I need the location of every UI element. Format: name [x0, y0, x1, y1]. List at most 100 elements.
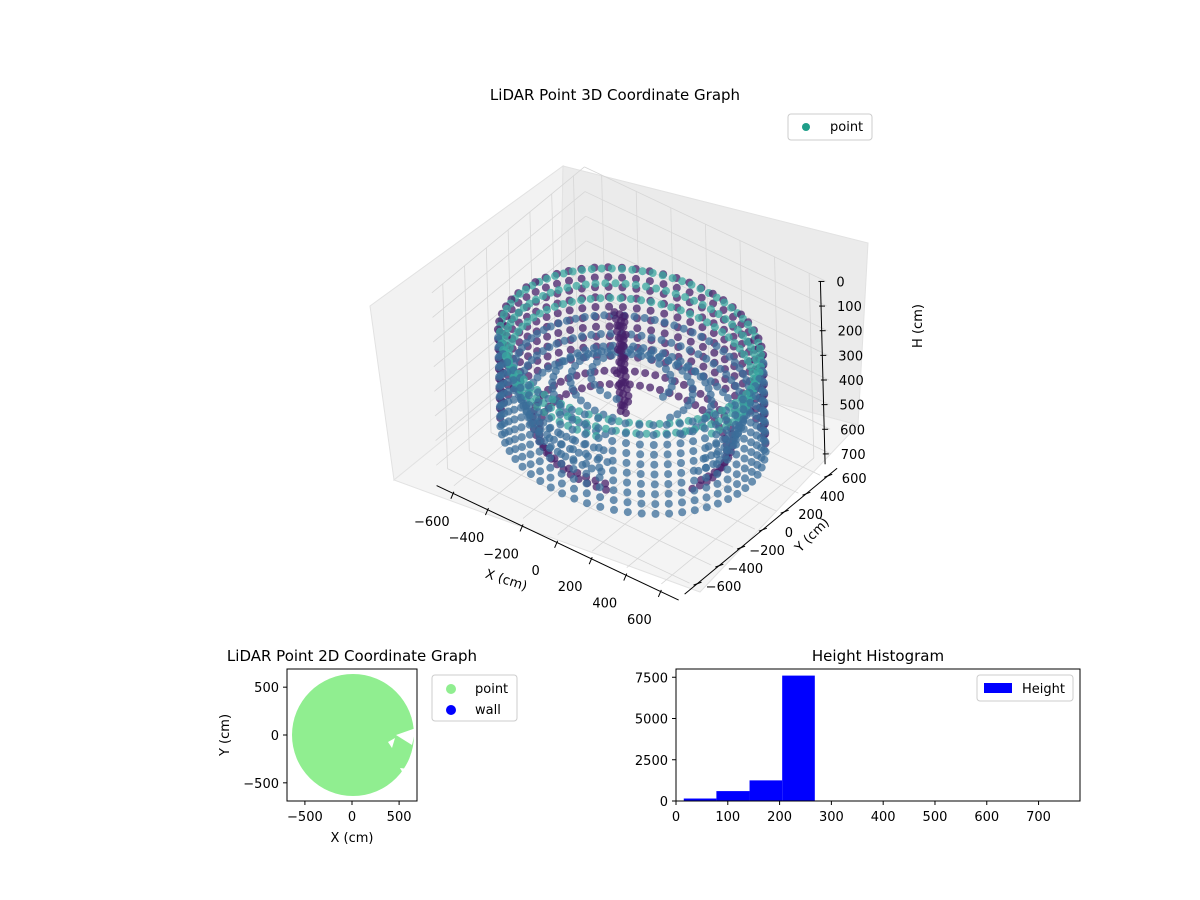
data-point — [663, 460, 672, 469]
data-point — [581, 346, 590, 355]
data-point — [587, 374, 596, 383]
data-point — [576, 396, 585, 405]
data-point — [706, 305, 715, 314]
legend-marker-point — [446, 684, 456, 694]
data-point — [581, 440, 590, 448]
data-point — [517, 433, 526, 442]
y-tick-label: 600 — [842, 472, 867, 487]
data-point — [572, 281, 581, 290]
data-point — [640, 314, 649, 322]
x-tick — [623, 573, 628, 581]
data-point — [651, 509, 660, 518]
data-point — [670, 321, 679, 330]
data-point — [746, 418, 755, 427]
histogram-title: Height Histogram — [812, 647, 944, 665]
data-point — [709, 329, 718, 338]
data-point — [647, 355, 655, 364]
data-point — [686, 318, 695, 326]
data-point — [534, 398, 543, 407]
histogram-bar — [683, 798, 717, 801]
data-point — [494, 333, 503, 342]
data-point — [614, 417, 623, 426]
data-point — [742, 376, 751, 385]
data-point — [526, 450, 535, 459]
data-point — [650, 316, 659, 324]
data-point — [568, 435, 577, 444]
data-point — [686, 337, 695, 346]
grid-line — [585, 215, 828, 332]
data-point — [551, 271, 560, 280]
data-point — [597, 264, 606, 273]
data-point — [606, 293, 615, 302]
x-tick-label: 500 — [923, 810, 948, 825]
data-point — [649, 441, 658, 449]
data-point — [546, 473, 555, 482]
data-point — [740, 444, 749, 453]
data-point — [568, 405, 576, 414]
data-point — [616, 340, 624, 349]
data-point — [623, 478, 631, 487]
data-point — [617, 401, 625, 410]
data-point — [570, 484, 578, 493]
data-point — [536, 467, 545, 476]
data-point — [594, 424, 603, 433]
data-point — [571, 314, 580, 323]
data-point — [686, 378, 695, 387]
data-point — [724, 495, 733, 504]
data-point — [722, 445, 731, 454]
data-point — [663, 450, 672, 459]
data-point — [712, 440, 721, 449]
data-point — [664, 480, 673, 488]
data-point — [755, 374, 764, 383]
histogram-frame — [675, 668, 1081, 802]
data-point — [609, 486, 618, 495]
data-point — [697, 293, 706, 302]
data-point — [646, 383, 655, 392]
data-point — [557, 450, 566, 458]
data-point — [679, 380, 688, 389]
histogram-bars — [683, 675, 815, 801]
data-point — [594, 443, 603, 452]
data-point — [630, 312, 639, 321]
data-point — [689, 456, 698, 465]
data-point — [546, 463, 555, 472]
x-tick-label: −600 — [414, 515, 450, 530]
data-point — [521, 285, 530, 294]
grid-line — [587, 289, 830, 405]
data-point — [701, 444, 710, 453]
data-point — [678, 508, 687, 517]
data-point — [545, 444, 554, 453]
data-point — [596, 493, 605, 502]
y-tick-label: −600 — [706, 580, 742, 595]
data-point — [610, 308, 619, 317]
data-point — [566, 345, 575, 354]
data-point — [650, 470, 659, 479]
data-point — [610, 505, 618, 514]
data-point — [510, 425, 519, 434]
z-tick-label: 700 — [841, 448, 866, 463]
data-point — [582, 469, 591, 478]
data-point — [577, 274, 586, 283]
data-point — [657, 300, 666, 309]
x-tick-label: 0 — [672, 810, 680, 825]
data-point — [740, 350, 749, 359]
data-point — [655, 419, 664, 428]
data-point — [757, 350, 766, 359]
data-point — [656, 386, 664, 394]
data-point — [543, 305, 551, 314]
data-point — [525, 299, 534, 308]
data-point — [616, 294, 625, 303]
data-point — [587, 464, 596, 473]
data-point — [600, 311, 609, 320]
data-point — [687, 280, 696, 289]
data-point — [677, 468, 686, 477]
data-point — [743, 337, 752, 346]
x-tick-label: −400 — [449, 531, 485, 546]
data-point — [713, 479, 722, 488]
data-point — [657, 336, 666, 344]
data-point — [741, 474, 749, 483]
data-point — [651, 490, 659, 499]
data-point — [533, 329, 542, 338]
data-point — [581, 449, 590, 458]
data-point — [594, 434, 603, 442]
